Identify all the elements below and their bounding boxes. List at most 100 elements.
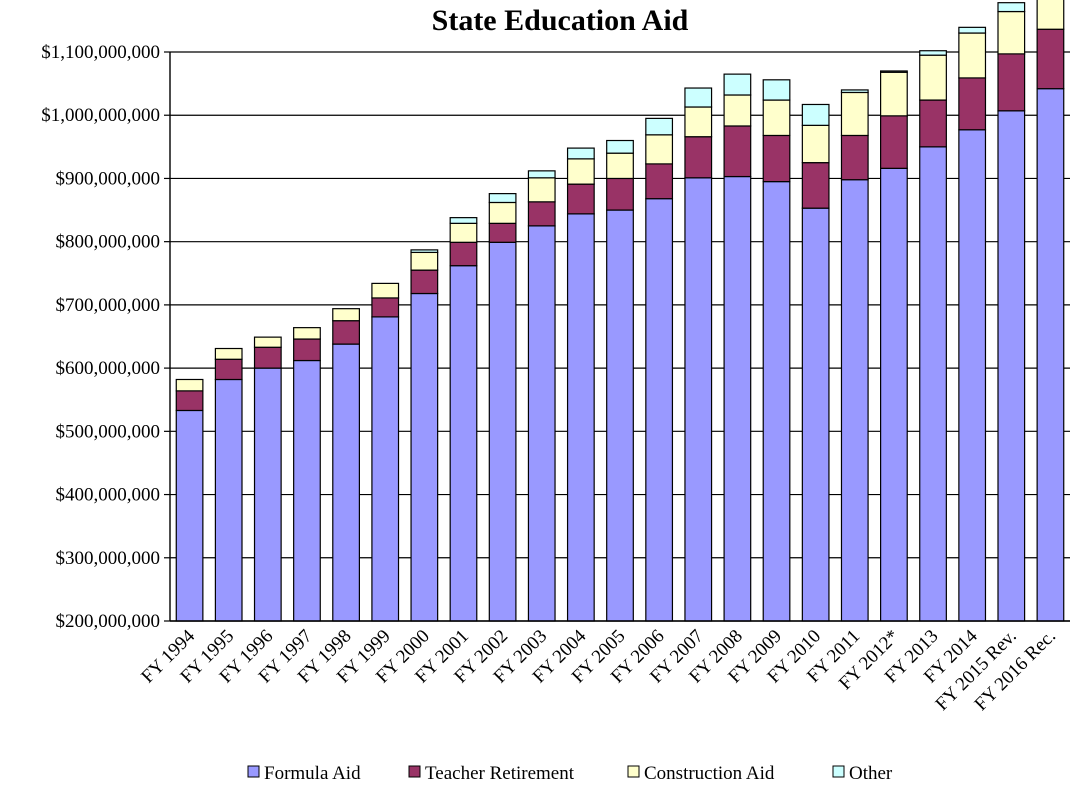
bar-segment: [449, 222, 478, 243]
bar-stack: [488, 193, 517, 622]
bar-segment: [684, 136, 713, 179]
bar-segment: [488, 193, 517, 204]
bar-stack: [723, 73, 752, 622]
bar-stack: [332, 308, 360, 622]
bar-segment: [762, 134, 791, 183]
y-tick-label: $900,000,000: [56, 168, 161, 189]
bar-stack: [762, 79, 791, 622]
bar-segment: [175, 378, 204, 392]
bar-segment: [371, 282, 400, 299]
bar-stack: [997, 2, 1026, 622]
legend-label: Construction Aid: [644, 763, 775, 784]
bar-segment: [684, 106, 713, 138]
y-tick-label: $500,000,000: [56, 421, 161, 442]
bar-segment: [410, 269, 439, 295]
y-tick-label: $1,000,000,000: [41, 105, 160, 126]
bar-segment: [723, 94, 752, 127]
bar-segment: [919, 146, 947, 622]
y-tick-label: $400,000,000: [56, 485, 161, 506]
bar-stack: [840, 89, 869, 622]
axes: [169, 52, 1070, 622]
bar-segment: [566, 158, 595, 185]
bar-segment: [762, 79, 791, 101]
bar-segment: [527, 225, 556, 622]
bar-segment: [723, 175, 752, 622]
bar-segment: [801, 103, 830, 126]
bar-stack: [645, 117, 674, 622]
bar-segment: [253, 367, 282, 622]
bar-segment: [997, 110, 1026, 622]
bar-segment: [606, 209, 634, 622]
bar-segment: [371, 316, 400, 622]
bar-segment: [449, 241, 478, 267]
bar-segment: [958, 77, 987, 131]
bar-segment: [527, 177, 556, 203]
bar-segment: [253, 336, 282, 348]
legend-swatch: [408, 765, 421, 778]
bar-stack: [684, 87, 713, 622]
bar-stack: [527, 170, 556, 622]
legend-swatch: [247, 765, 260, 778]
bar-segment: [880, 71, 908, 117]
bar-stack: [880, 70, 908, 622]
bar-segment: [801, 162, 830, 209]
bar-segment: [762, 181, 791, 622]
bar-segment: [958, 129, 987, 622]
bar-segment: [371, 297, 400, 318]
bar-segment: [488, 241, 517, 622]
y-axis-ticks: $200,000,000 $300,000,000 $400,000,000 $500…: [41, 42, 170, 632]
bar-segment: [449, 217, 478, 224]
bar-segment: [840, 89, 869, 94]
bar-segment: [214, 378, 243, 622]
bar-segment: [410, 251, 439, 271]
bar-segment: [840, 91, 869, 137]
bar-segment: [958, 32, 987, 79]
bar-segment: [645, 163, 674, 200]
bar-segment: [1036, 28, 1065, 90]
legend-swatch: [627, 765, 640, 778]
bar-segment: [332, 343, 360, 622]
bar-segment: [880, 70, 908, 73]
bar-segment: [880, 115, 908, 169]
bar-segment: [488, 201, 517, 224]
bars: [175, 0, 1065, 622]
bar-segment: [997, 10, 1026, 55]
bar-stack: [410, 249, 439, 622]
bar-segment: [919, 50, 947, 56]
y-tick-label: $1,100,000,000: [41, 42, 160, 63]
bar-stack: [371, 282, 400, 622]
bar-segment: [410, 249, 439, 254]
legend-label: Teacher Retirement: [425, 763, 575, 784]
y-tick-label: $700,000,000: [56, 295, 161, 316]
bar-stack: [214, 347, 243, 622]
bar-segment: [1036, 88, 1065, 622]
bar-stack: [606, 139, 634, 622]
bar-segment: [449, 265, 478, 622]
bar-segment: [723, 125, 752, 178]
bar-segment: [410, 292, 439, 622]
bar-segment: [293, 327, 321, 340]
bar-segment: [801, 207, 830, 622]
bar-segment: [253, 346, 282, 369]
bar-segment: [840, 134, 869, 181]
bar-segment: [840, 179, 869, 622]
legend-label: Formula Aid: [264, 763, 361, 784]
bar-segment: [606, 152, 634, 180]
bar-segment: [175, 409, 204, 622]
legend-label: Other: [849, 763, 893, 784]
bar-segment: [488, 222, 517, 243]
bar-segment: [527, 201, 556, 227]
bar-segment: [880, 167, 908, 622]
bar-stack: [801, 103, 830, 622]
bar-segment: [645, 198, 674, 622]
bar-stack: [1036, 0, 1065, 622]
bar-segment: [919, 99, 947, 148]
y-tick-label: $800,000,000: [56, 232, 161, 253]
bar-segment: [332, 308, 360, 322]
bar-segment: [566, 183, 595, 215]
y-tick-label: $200,000,000: [56, 611, 161, 632]
bar-segment: [958, 26, 987, 34]
bar-segment: [566, 213, 595, 622]
legend-swatch: [832, 765, 845, 778]
